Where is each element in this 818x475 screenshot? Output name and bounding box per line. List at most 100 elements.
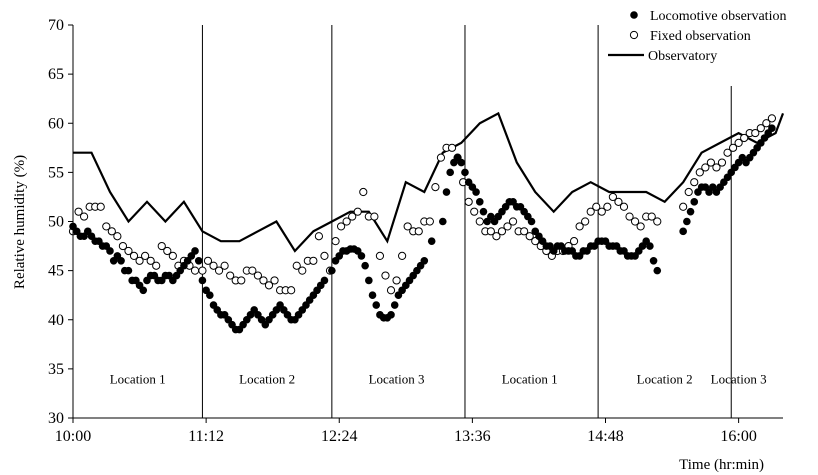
fixed-observation-point xyxy=(79,212,89,221)
fixed-observation-point xyxy=(592,202,601,211)
fixed-observation-point xyxy=(386,286,396,295)
locomotive-observation-point xyxy=(653,266,662,275)
location-label: Location 3 xyxy=(369,372,425,387)
fixed-observation-point xyxy=(146,256,155,265)
locomotive-observation-point xyxy=(420,257,429,265)
locomotive-observation-series xyxy=(69,124,776,334)
locomotive-observation-point xyxy=(387,311,395,319)
locomotive-observation-point xyxy=(357,252,366,260)
fixed-observation-point xyxy=(695,168,704,177)
fixed-observation-point xyxy=(226,271,235,280)
observatory-series xyxy=(73,111,785,253)
fixed-observation-point xyxy=(113,232,122,241)
fixed-observation-point xyxy=(287,286,296,295)
locomotive-observation-point xyxy=(527,217,536,226)
fixed-observation-point xyxy=(292,261,301,270)
fixed-observation-point xyxy=(359,187,368,197)
fixed-observation-point xyxy=(190,266,200,275)
fixed-observation-point xyxy=(348,212,357,221)
fixed-observation-point xyxy=(717,158,727,167)
fixed-observation-point xyxy=(203,256,213,265)
fixed-observation-point xyxy=(237,276,246,285)
y-tick-label: 30 xyxy=(48,410,64,427)
locomotive-observation-point xyxy=(686,207,695,216)
fixed-observation-series xyxy=(68,114,777,295)
locomotive-observation-point xyxy=(390,301,399,309)
fixed-observation-point xyxy=(102,222,111,231)
fixed-observation-point xyxy=(475,217,484,226)
locomotive-observation-point xyxy=(106,247,114,255)
fixed-observation-point xyxy=(608,192,617,202)
locomotive-observation-point xyxy=(124,266,133,275)
fixed-observation-point xyxy=(470,207,479,216)
fixed-observation-point xyxy=(392,276,401,285)
fixed-observation-point xyxy=(118,241,128,251)
fixed-observation-point xyxy=(603,202,612,211)
fixed-observation-point xyxy=(370,212,379,221)
fixed-observation-point xyxy=(734,138,743,147)
locomotive-observation-point xyxy=(365,276,373,285)
fixed-observation-point xyxy=(740,133,749,143)
fixed-observation-point xyxy=(270,276,279,285)
fixed-observation-point xyxy=(264,281,274,290)
fixed-observation-point xyxy=(712,163,721,172)
fixed-observation-point xyxy=(503,222,512,231)
fixed-observation-point xyxy=(248,266,257,275)
fixed-observation-point xyxy=(220,261,229,270)
fixed-observation-point xyxy=(525,232,534,241)
fixed-observation-point xyxy=(375,251,385,260)
fixed-observation-point xyxy=(209,261,218,270)
fixed-observation-point xyxy=(436,153,446,162)
x-tick-label: 14:48 xyxy=(587,428,623,445)
fixed-observation-point xyxy=(767,114,777,123)
fixed-observation-point xyxy=(96,202,105,211)
fixed-observation-point xyxy=(701,163,710,172)
fixed-observation-point xyxy=(690,178,699,187)
fixed-observation-point xyxy=(751,128,760,138)
fixed-observation-point xyxy=(135,256,144,265)
legend-label: Locomotive observation xyxy=(650,9,786,24)
fixed-observation-point xyxy=(129,251,139,260)
fixed-observation-point xyxy=(198,266,207,275)
fixed-observation-point xyxy=(163,246,172,256)
fixed-observation-point xyxy=(214,266,224,275)
locomotive-observation-point xyxy=(472,188,480,196)
fixed-observation-point xyxy=(425,217,434,226)
fixed-observation-point xyxy=(486,227,495,236)
locomotive-observation-point xyxy=(194,257,203,265)
y-tick-label: 40 xyxy=(48,312,64,329)
locomotive-observation-point xyxy=(372,301,381,309)
fixed-observation-point xyxy=(762,119,771,128)
location-label: Location 1 xyxy=(110,372,166,387)
locomotive-observation-point xyxy=(457,158,466,167)
y-tick-label: 70 xyxy=(48,17,64,34)
y-tick-label: 60 xyxy=(48,115,64,132)
legend-label: Fixed observation xyxy=(650,29,751,44)
locomotive-observation-point xyxy=(649,257,658,265)
location-label: Location 2 xyxy=(637,372,693,387)
fixed-observation-point xyxy=(298,266,307,275)
fixed-observation-point xyxy=(141,251,150,260)
location-label: Location 3 xyxy=(711,372,767,387)
locomotive-observation-point xyxy=(690,198,699,206)
fixed-observation-point xyxy=(464,197,473,206)
fixed-observation-point xyxy=(157,241,166,251)
fixed-observation-point xyxy=(756,124,765,133)
fixed-observation-point xyxy=(653,217,662,226)
fixed-observation-point xyxy=(331,237,340,246)
fixed-observation-point xyxy=(259,276,268,285)
locomotive-observation-point xyxy=(475,198,484,206)
locomotive-observation-point xyxy=(361,261,369,270)
fixed-observation-point xyxy=(508,217,518,226)
fixed-observation-point xyxy=(124,246,133,256)
fixed-observation-point xyxy=(679,202,688,211)
locomotive-observation-point xyxy=(646,242,654,250)
location-dividers xyxy=(201,25,732,418)
locomotive-observation-point xyxy=(206,291,214,299)
locomotive-observation-point xyxy=(139,286,148,295)
fixed-observation-point xyxy=(597,207,606,216)
location-label: Location 2 xyxy=(239,372,295,387)
fixed-observation-point xyxy=(706,158,715,167)
locomotive-observation-point xyxy=(328,266,336,275)
